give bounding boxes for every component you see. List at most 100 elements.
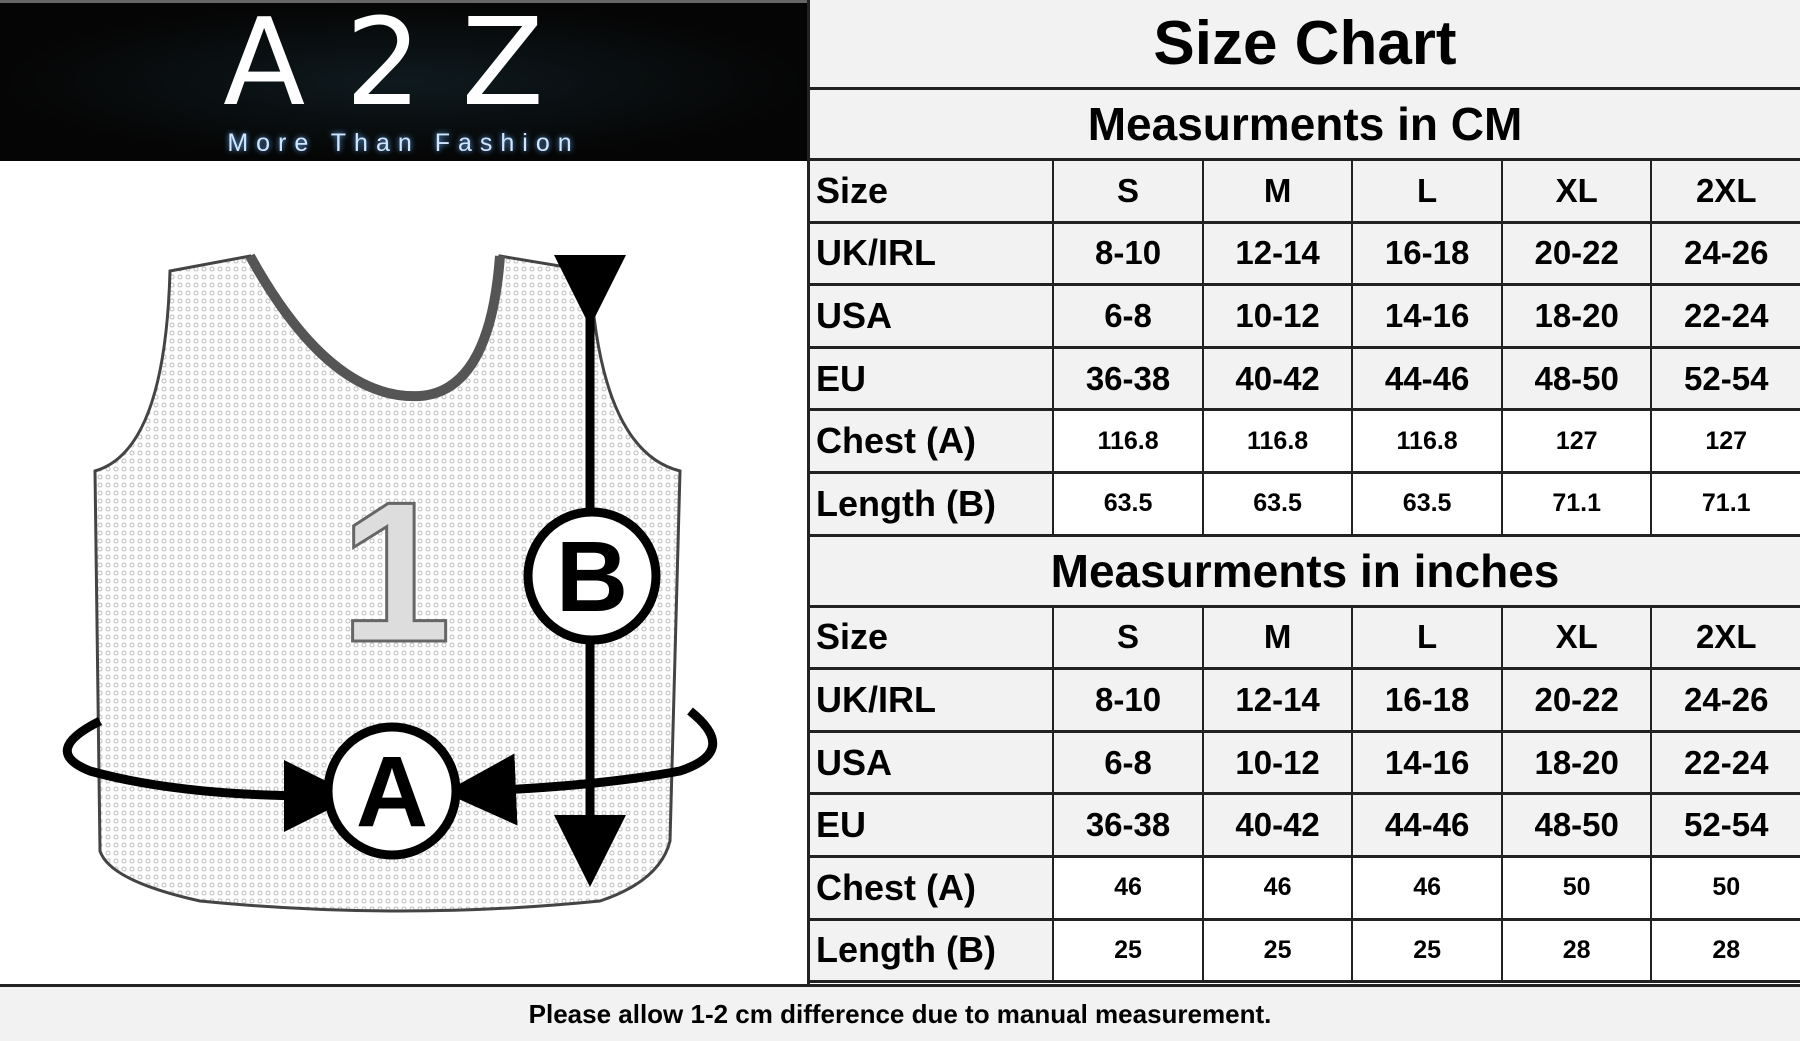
label-b-badge: B bbox=[523, 507, 661, 645]
svg-text:A: A bbox=[356, 736, 428, 848]
table-cell: 116.8 bbox=[1351, 411, 1501, 471]
table-cell: 18-20 bbox=[1500, 286, 1651, 346]
row-label: Chest (A) bbox=[810, 857, 1053, 918]
table-row: Length (B) 25 25 25 28 28 bbox=[810, 920, 1800, 984]
table-cell: 20-22 bbox=[1500, 670, 1651, 730]
vest-neckline bbox=[245, 253, 505, 402]
table-cell: 46 bbox=[1201, 857, 1352, 918]
table-cell: 44-46 bbox=[1351, 795, 1501, 855]
chest-arrow-right bbox=[444, 707, 718, 826]
row-label: USA bbox=[810, 732, 1053, 793]
table-cell: 14-16 bbox=[1351, 286, 1501, 346]
table-cell: 63.5 bbox=[1351, 473, 1501, 534]
table-cell: 14-16 bbox=[1351, 732, 1501, 793]
table-cell: 6-8 bbox=[1052, 732, 1202, 793]
table-row: USA 6-8 10-12 14-16 18-20 22-24 bbox=[810, 286, 1800, 349]
size-chart: Size Chart Measurments in CM Size S M L XL 2XL… bbox=[807, 0, 1800, 984]
table-cell: 25 bbox=[1201, 920, 1352, 981]
table-cell: 22-24 bbox=[1650, 286, 1800, 346]
table-cell: 116.8 bbox=[1201, 411, 1352, 471]
vest-measurement-diagram: 1 A B bbox=[0, 161, 807, 984]
table-row: USA 6-8 10-12 14-16 18-20 22-24 bbox=[810, 732, 1800, 796]
table-cell: L bbox=[1351, 161, 1501, 221]
table-cell: 28 bbox=[1500, 920, 1651, 981]
table-cell: 6-8 bbox=[1052, 286, 1202, 346]
row-label: EU bbox=[810, 795, 1053, 855]
table-row: Size S M L XL 2XL bbox=[810, 607, 1800, 671]
table-row: Size S M L XL 2XL bbox=[810, 161, 1800, 224]
table-cell: 63.5 bbox=[1201, 473, 1352, 534]
table-cell: M bbox=[1201, 607, 1352, 668]
table-row: UK/IRL 8-10 12-14 16-18 20-22 24-26 bbox=[810, 223, 1800, 287]
size-tables: Measurments in CM Size S M L XL 2XL UK/IRL 8-10 1… bbox=[810, 90, 1800, 984]
table-row: EU 36-38 40-42 44-46 48-50 52-54 bbox=[810, 348, 1800, 412]
table-cell: 10-12 bbox=[1201, 286, 1352, 346]
table-cell: XL bbox=[1500, 161, 1651, 221]
table-cell: 46 bbox=[1351, 857, 1501, 918]
logo-text: A2Z bbox=[223, 0, 584, 133]
table-heading: Measurments in CM bbox=[810, 90, 1800, 161]
table-cell: 12-14 bbox=[1201, 223, 1352, 284]
table-cell: 50 bbox=[1650, 857, 1800, 918]
table-cell: 40-42 bbox=[1201, 795, 1352, 855]
table-cell: S bbox=[1052, 161, 1202, 221]
footer-note: Please allow 1-2 cm difference due to ma… bbox=[0, 984, 1800, 1041]
table-cell: 25 bbox=[1351, 920, 1501, 981]
table-cell: 48-50 bbox=[1500, 348, 1651, 409]
table-cell: 40-42 bbox=[1201, 348, 1352, 409]
row-label: Chest (A) bbox=[810, 411, 1053, 471]
table-cell: 16-18 bbox=[1351, 223, 1501, 284]
table-cell: 24-26 bbox=[1650, 223, 1800, 284]
table-cell: 2XL bbox=[1650, 607, 1800, 668]
table-heading: Measurments in inches bbox=[810, 536, 1800, 608]
row-label: Size bbox=[810, 161, 1053, 221]
table-cell: 71.1 bbox=[1650, 473, 1800, 534]
vest-number: 1 bbox=[340, 461, 451, 684]
table-cell: 24-26 bbox=[1650, 670, 1800, 730]
table-cell: 22-24 bbox=[1650, 732, 1800, 793]
table-cell: 36-38 bbox=[1052, 795, 1202, 855]
svg-text:B: B bbox=[556, 521, 628, 633]
table-cell: 20-22 bbox=[1500, 223, 1651, 284]
table-cell: 8-10 bbox=[1052, 670, 1202, 730]
table-cell: 46 bbox=[1052, 857, 1202, 918]
table-row: Chest (A) 46 46 46 50 50 bbox=[810, 857, 1800, 921]
table-cell: 10-12 bbox=[1201, 732, 1352, 793]
row-label: EU bbox=[810, 348, 1053, 409]
row-label: Size bbox=[810, 607, 1053, 668]
table-cell: 63.5 bbox=[1052, 473, 1202, 534]
brand-logo: A2Z More Than Fashion bbox=[0, 0, 807, 161]
table-cell: 12-14 bbox=[1201, 670, 1352, 730]
label-a-badge: A bbox=[323, 722, 461, 860]
row-label: Length (B) bbox=[810, 920, 1053, 981]
table-row: EU 36-38 40-42 44-46 48-50 52-54 bbox=[810, 795, 1800, 858]
row-label: UK/IRL bbox=[810, 223, 1053, 284]
table-cell: 52-54 bbox=[1650, 795, 1800, 855]
table-row: Chest (A) 116.8 116.8 116.8 127 127 bbox=[810, 411, 1800, 474]
table-cell: XL bbox=[1500, 607, 1651, 668]
table-cell: L bbox=[1351, 607, 1501, 668]
row-label: USA bbox=[810, 286, 1053, 346]
table-cell: 16-18 bbox=[1351, 670, 1501, 730]
table-cell: 18-20 bbox=[1500, 732, 1651, 793]
table-cell: 127 bbox=[1500, 411, 1651, 471]
table-cell: 8-10 bbox=[1052, 223, 1202, 284]
table-cell: 52-54 bbox=[1650, 348, 1800, 409]
table-cell: S bbox=[1052, 607, 1202, 668]
row-label: Length (B) bbox=[810, 473, 1053, 534]
table-cell: 25 bbox=[1052, 920, 1202, 981]
table-cell: 2XL bbox=[1650, 161, 1800, 221]
chest-arrow bbox=[63, 716, 356, 832]
table-cell: 28 bbox=[1650, 920, 1800, 981]
table-row: UK/IRL 8-10 12-14 16-18 20-22 24-26 bbox=[810, 670, 1800, 733]
table-cell: 127 bbox=[1650, 411, 1800, 471]
row-label: UK/IRL bbox=[810, 670, 1053, 730]
table-cell: 48-50 bbox=[1500, 795, 1651, 855]
chart-title: Size Chart bbox=[810, 0, 1800, 90]
logo-tagline: More Than Fashion bbox=[227, 129, 580, 157]
table-cell: 116.8 bbox=[1052, 411, 1202, 471]
table-cell: 71.1 bbox=[1500, 473, 1651, 534]
table-cell: M bbox=[1201, 161, 1352, 221]
table-row: Length (B) 63.5 63.5 63.5 71.1 71.1 bbox=[810, 473, 1800, 537]
table-cell: 44-46 bbox=[1351, 348, 1501, 409]
